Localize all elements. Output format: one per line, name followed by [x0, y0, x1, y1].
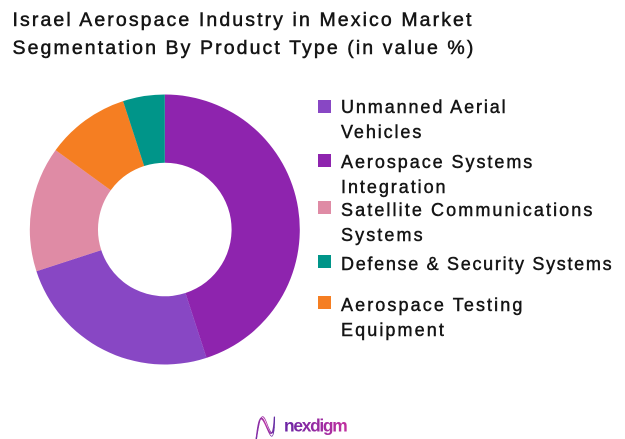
svg-text:nexdigm: nexdigm	[284, 416, 347, 436]
